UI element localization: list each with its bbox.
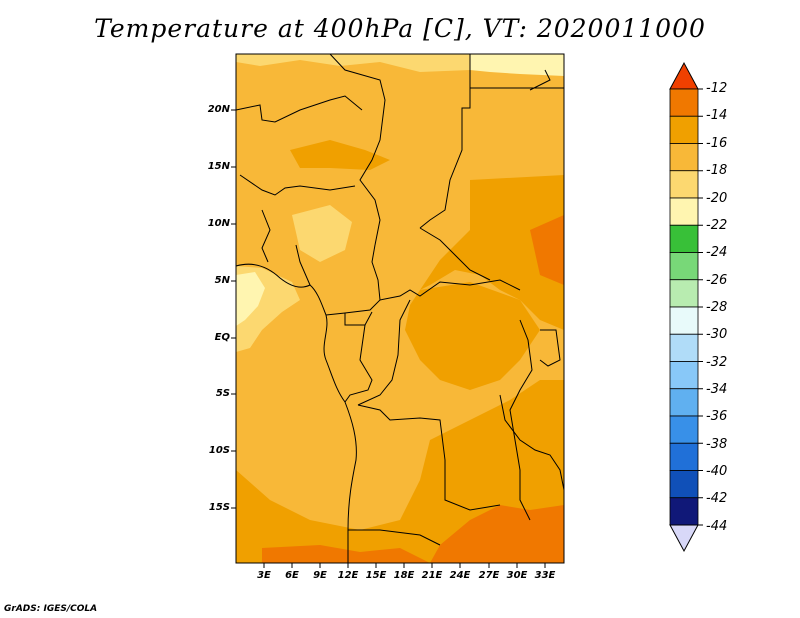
contour-lighter-gulf [236,272,265,326]
x-tick-label: 27E [478,570,500,581]
map-panel [235,53,565,564]
x-tick-label: 9E [313,570,327,581]
y-tick-label: EQ [214,332,230,343]
colorbar-label: -22 [706,218,728,233]
y-tick-label: 15N [207,161,230,172]
colorbar-label: -28 [706,300,728,315]
colorbar-band [669,442,699,471]
contour-light-north [236,54,470,72]
contour-light-cameroon [292,205,352,262]
colorbar-band [669,333,699,362]
colorbar-label: -36 [706,409,728,424]
contour-hot-south [430,505,564,563]
colorbar-label: -34 [706,382,728,397]
colorbar-band [669,415,699,444]
y-tick-label: 5S [215,388,230,399]
colorbar-label: -32 [706,355,728,370]
colorbar-band [669,306,699,335]
colorbar-top-arrow [669,61,699,90]
colorbar-label: -44 [706,519,728,534]
colorbar-label: -40 [706,464,728,479]
x-tick-label: 24E [449,570,471,581]
colorbar-label: -42 [706,491,728,506]
colorbar-band [669,252,699,281]
colorbar-band [669,497,699,526]
colorbar-band [669,279,699,308]
x-tick-label: 3E [257,570,271,581]
y-tick-label: 5N [214,275,230,286]
colorbar-label: -20 [706,191,728,206]
x-tick-label: 12E [337,570,359,581]
colorbar-band [669,143,699,172]
colorbar-band [669,388,699,417]
colorbar-bottom-arrow [669,524,699,553]
colorbar-label: -18 [706,163,728,178]
y-tick-label: 10N [207,218,230,229]
x-tick-label: 21E [421,570,443,581]
footer-credit: GrADS: IGES/COLA [4,604,98,614]
colorbar-label: -14 [706,108,728,123]
chart-title: Temperature at 400hPa [C], VT: 202001100… [94,14,706,43]
colorbar-label: -30 [706,327,728,342]
colorbar-label: -24 [706,245,728,260]
colorbar-label: -26 [706,273,728,288]
contour-warm-east [420,175,564,330]
colorbar-label: -38 [706,437,728,452]
axis-ticks [231,109,546,568]
colorbar [669,61,703,553]
map-frame [235,53,565,564]
colorbar-band [669,361,699,390]
x-tick-label: 30E [506,570,528,581]
y-tick-label: 20N [207,104,230,115]
colorbar-band [669,224,699,253]
x-tick-label: 6E [285,570,299,581]
x-tick-label: 15E [365,570,387,581]
contour-hot-east [530,215,564,285]
y-tick-label: 10S [208,445,230,456]
colorbar-band [669,470,699,499]
y-tick-label: 15S [208,502,230,513]
coastlines [235,53,565,563]
colorbar-band [669,197,699,226]
colorbar-label: -12 [706,81,728,96]
colorbar-band [669,115,699,144]
contour-lighter-north [470,54,564,76]
colorbar-band [669,170,699,199]
colorbar-label: -16 [706,136,728,151]
x-tick-label: 33E [534,570,556,581]
contour-warm-sahel [290,140,390,170]
contour-warm-congo [405,282,540,390]
colorbar-band [669,88,699,117]
contour-hot-southwest [262,545,430,563]
x-tick-label: 18E [393,570,415,581]
